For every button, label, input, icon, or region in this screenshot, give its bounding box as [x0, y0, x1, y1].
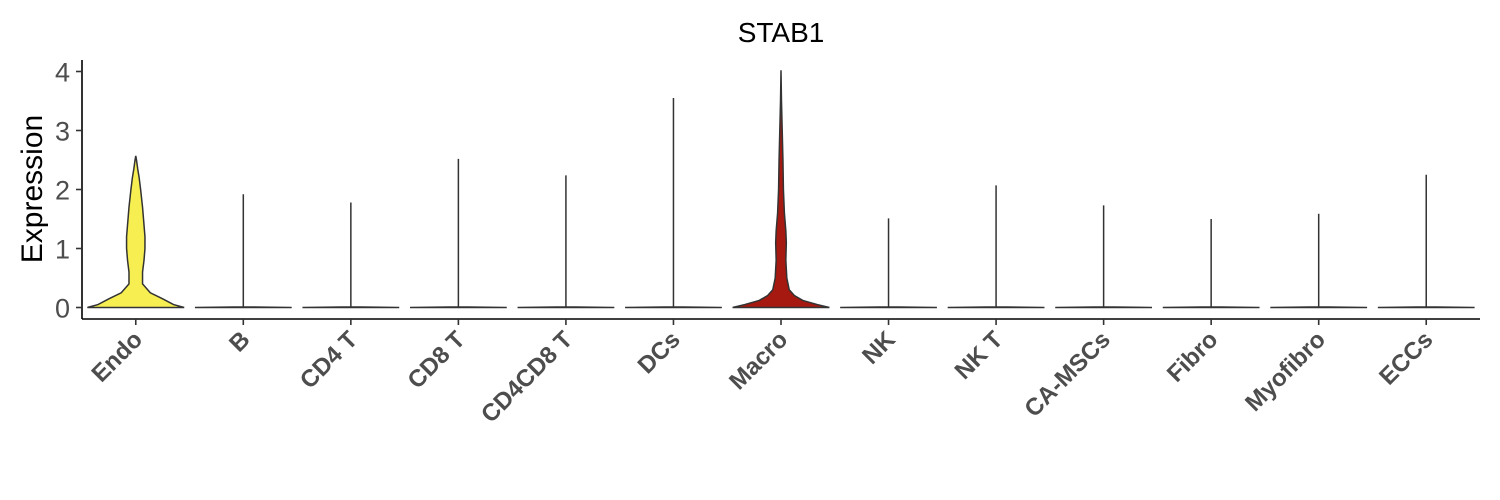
violin-fibro: [1162, 219, 1260, 309]
violin-dcs: [625, 98, 722, 309]
y-tick-label: 3: [55, 117, 70, 147]
y-tick-label: 1: [55, 235, 70, 265]
x-tick-label: DCs: [633, 326, 686, 379]
y-axis-label: Expression: [16, 115, 49, 263]
x-tick-label: CD8 T: [403, 326, 471, 394]
x-tick-label: ECCs: [1374, 326, 1438, 390]
violin-eccs: [1377, 174, 1475, 309]
x-tick-label: Fibro: [1162, 326, 1224, 388]
x-tick-label: Macro: [724, 326, 793, 395]
x-tick-label: CA-MSCs: [1019, 326, 1115, 422]
violin-ca-mscs: [1055, 205, 1153, 309]
x-axis: Endo B CD4 T CD8 T CD4CD8 T DCs Macro NK NK T CA-…: [82, 318, 1480, 428]
x-tick-label: Endo: [86, 326, 148, 388]
y-tick-label: 0: [55, 294, 70, 324]
violin-nk: [840, 218, 937, 309]
violins-layer: [87, 70, 1475, 309]
x-tick-label: Myofibro: [1240, 326, 1331, 417]
violin-b: [194, 194, 292, 309]
violin-endo: [87, 155, 185, 309]
x-tick-label: NK T: [950, 326, 1009, 385]
violin-myofibro: [1270, 213, 1368, 309]
violin-cd4cd8-t: [517, 175, 615, 309]
violin-nk-t: [947, 185, 1045, 309]
violin-cd8-t: [409, 158, 507, 309]
x-tick-label: CD4CD8 T: [476, 326, 578, 428]
x-tick-label: NK: [857, 326, 901, 370]
y-tick-label: 2: [55, 176, 70, 206]
violin-cd4-t: [302, 202, 400, 309]
x-tick-label: CD4 T: [295, 326, 363, 394]
x-tick-label: B: [224, 326, 255, 357]
y-axis: 0 1 2 3 4: [55, 58, 83, 324]
violin-macro: [732, 70, 830, 309]
chart-title: STAB1: [738, 17, 825, 48]
y-tick-label: 4: [55, 58, 70, 88]
